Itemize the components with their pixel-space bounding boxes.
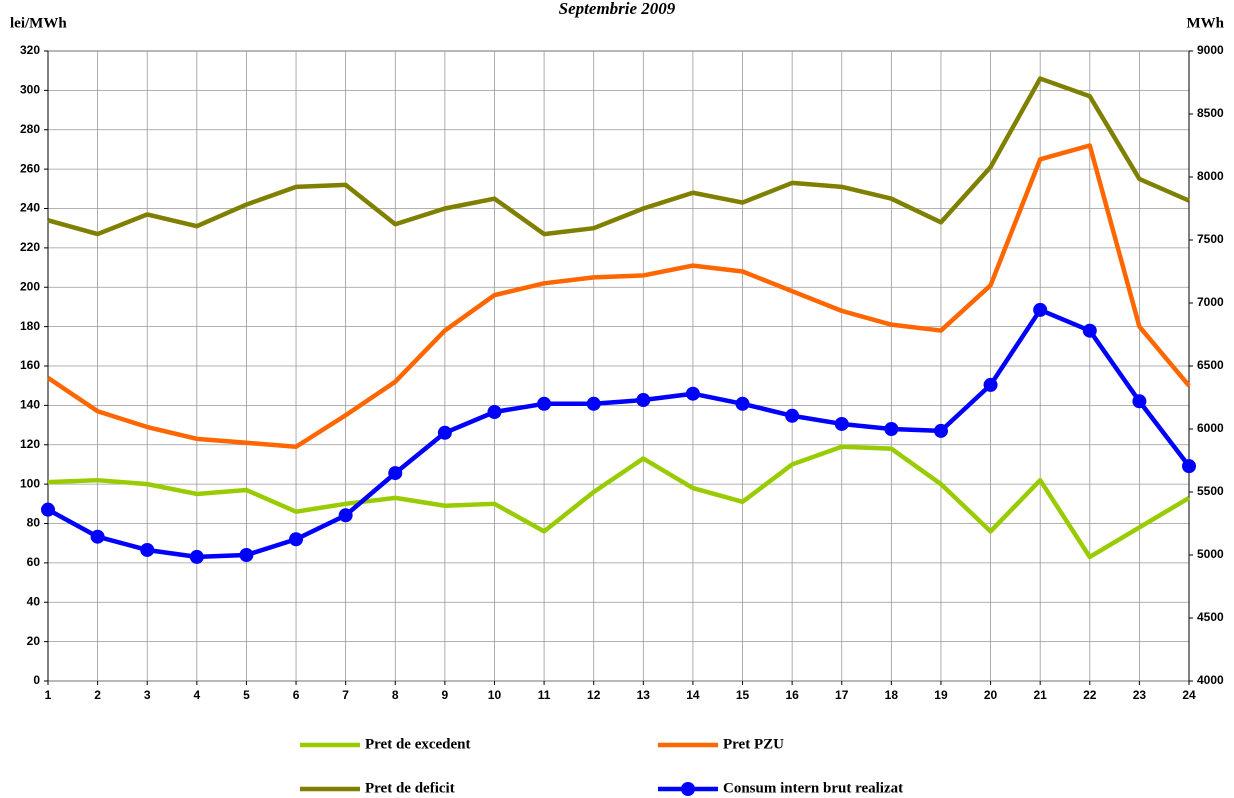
y2-tick-label: 4500 — [1197, 610, 1224, 624]
x-tick-label: 4 — [193, 688, 200, 702]
x-tick-label: 1 — [45, 688, 52, 702]
y-tick-label: 0 — [33, 673, 40, 687]
legend-label: Pret de excedent — [365, 736, 471, 752]
x-tick-label: 6 — [293, 688, 300, 702]
point-marker — [785, 408, 800, 423]
x-tick-label: 23 — [1133, 688, 1147, 702]
y2-tick-label: 8000 — [1197, 169, 1224, 183]
y2-tick-label: 5000 — [1197, 547, 1224, 561]
chart-title: Septembrie 2009 — [559, 0, 676, 18]
x-tick-label: 24 — [1182, 688, 1196, 702]
y-tick-label: 160 — [20, 358, 40, 372]
y2-axis-label: MWh — [1187, 15, 1225, 31]
x-tick-label: 11 — [538, 688, 551, 702]
y-tick-label: 100 — [20, 476, 40, 490]
y-tick-label: 180 — [20, 319, 40, 333]
x-tick-label: 7 — [342, 688, 349, 702]
point-marker — [884, 422, 899, 436]
y-tick-label: 280 — [20, 122, 40, 136]
y-tick-label: 300 — [20, 83, 40, 97]
legend-label: Pret PZU — [723, 736, 784, 752]
x-tick-label: 19 — [934, 688, 948, 702]
x-tick-label: 9 — [442, 688, 449, 702]
point-marker — [685, 386, 700, 401]
point-marker — [41, 502, 55, 517]
y-tick-label: 40 — [27, 594, 41, 608]
y-tick-label: 200 — [20, 279, 40, 293]
y-tick-label: 240 — [20, 201, 40, 215]
point-marker — [834, 416, 849, 431]
point-marker — [437, 425, 452, 440]
y2-tick-label: 9000 — [1197, 43, 1224, 57]
y2-tick-label: 7500 — [1197, 232, 1224, 246]
point-marker — [735, 396, 750, 411]
y2-tick-label: 4000 — [1197, 673, 1224, 687]
x-tick-label: 16 — [785, 688, 799, 702]
series-line — [46, 143, 1191, 449]
y-axis-label: lei/MWh — [10, 15, 67, 31]
y2-tick-label: 7000 — [1197, 295, 1224, 309]
y2-tick-label: 5500 — [1197, 484, 1224, 498]
x-tick-label: 18 — [885, 688, 899, 702]
y-tick-label: 260 — [20, 161, 40, 175]
point-marker — [1082, 323, 1097, 338]
series-line — [47, 444, 1191, 560]
x-tick-label: 10 — [488, 688, 502, 702]
x-tick-label: 17 — [835, 688, 849, 702]
y2-tick-label: 6500 — [1197, 358, 1224, 372]
y-tick-label: 80 — [27, 516, 41, 530]
x-tick-label: 14 — [686, 688, 700, 702]
point-marker — [983, 377, 998, 392]
x-tick-label: 21 — [1033, 688, 1047, 702]
x-tick-label: 22 — [1083, 688, 1097, 702]
point-marker — [586, 396, 601, 411]
point-marker — [239, 548, 254, 562]
x-tick-label: 13 — [637, 688, 651, 702]
point-marker — [388, 466, 403, 481]
x-tick-label: 3 — [144, 688, 151, 702]
x-tick-label: 5 — [243, 688, 250, 702]
legend-label: Pret de deficit — [365, 780, 455, 796]
y-tick-label: 120 — [20, 437, 40, 451]
point-marker — [1182, 459, 1196, 474]
legend-marker — [681, 782, 695, 796]
legend-label: Consum intern brut realizat — [723, 780, 903, 796]
point-marker — [933, 423, 948, 438]
x-tick-label: 8 — [392, 688, 399, 702]
point-marker — [189, 549, 204, 564]
point-marker — [636, 393, 651, 408]
point-marker — [289, 532, 304, 547]
x-tick-label: 20 — [984, 688, 998, 702]
x-tick-label: 12 — [587, 688, 601, 702]
point-marker — [1033, 302, 1048, 317]
point-marker — [140, 542, 155, 557]
y2-tick-label: 6000 — [1197, 421, 1224, 435]
y-tick-label: 20 — [27, 634, 41, 648]
y-tick-label: 220 — [20, 240, 40, 254]
point-marker — [90, 529, 105, 544]
y-tick-label: 60 — [27, 555, 41, 569]
point-marker — [1132, 394, 1147, 409]
y-tick-label: 320 — [20, 43, 40, 57]
series-line — [47, 76, 1190, 237]
series-line — [46, 307, 1191, 560]
x-tick-label: 2 — [94, 688, 101, 702]
point-marker — [338, 508, 353, 523]
point-marker — [537, 396, 552, 411]
x-tick-label: 15 — [736, 688, 750, 702]
point-marker — [487, 404, 502, 419]
y2-tick-label: 8500 — [1197, 106, 1224, 120]
y-tick-label: 140 — [20, 398, 40, 412]
